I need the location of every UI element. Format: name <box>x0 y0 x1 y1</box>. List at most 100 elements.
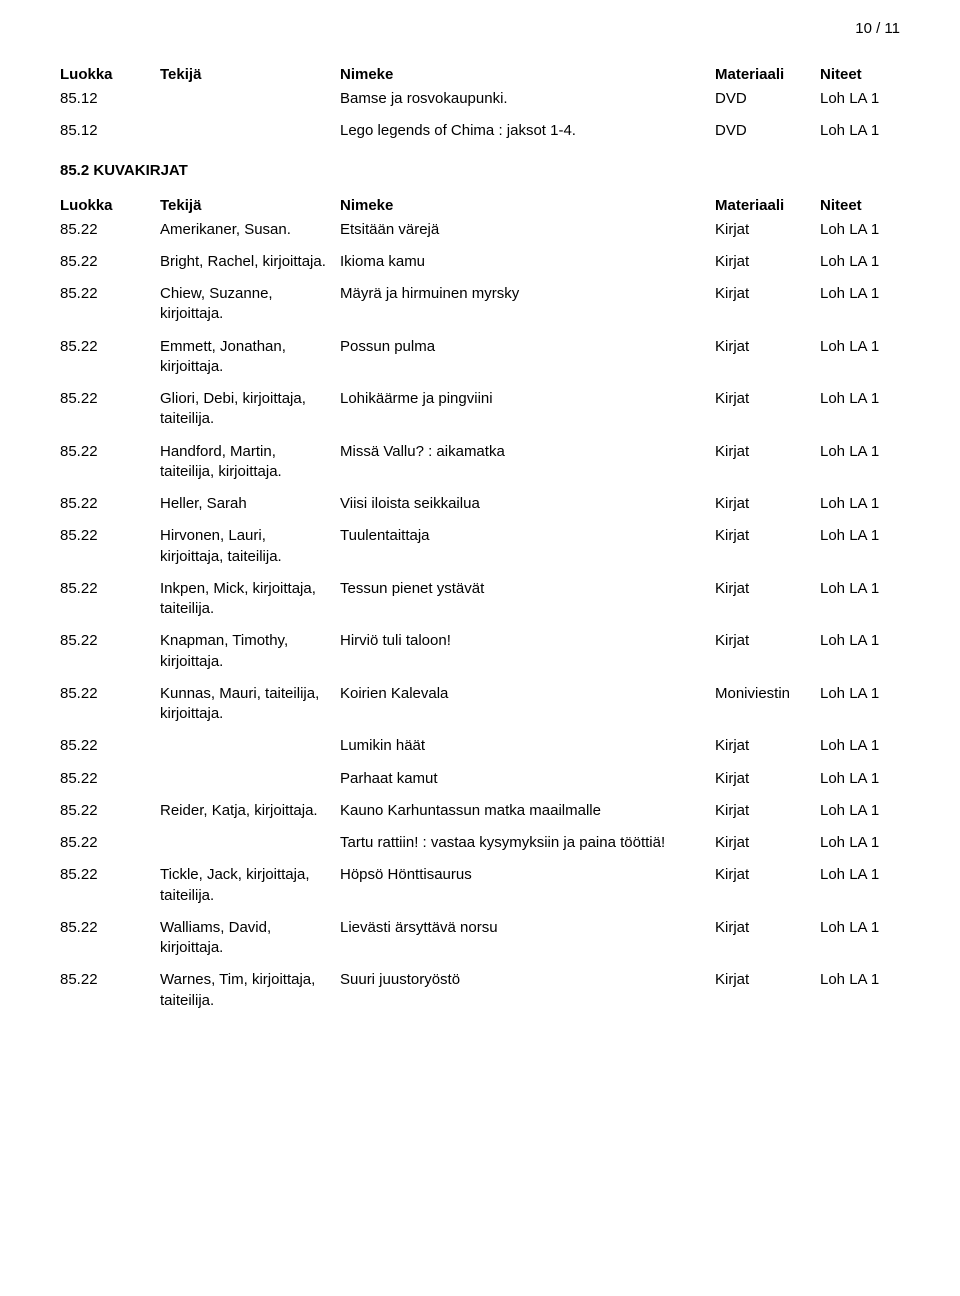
cell-tekija: Heller, Sarah <box>160 494 340 514</box>
cell-nimeke: Lievästi ärsyttävä norsu <box>340 918 715 938</box>
cell-luokka: 85.22 <box>60 736 160 756</box>
header-luokka: Luokka <box>60 197 160 214</box>
cell-luokka: 85.22 <box>60 684 160 704</box>
table-row: 85.22Reider, Katja, kirjoittaja.Kauno Ka… <box>60 801 900 821</box>
cell-tekija: Kunnas, Mauri, taiteilija, kirjoittaja. <box>160 684 340 725</box>
cell-nimeke: Höpsö Hönttisaurus <box>340 865 715 885</box>
cell-materiaali: Kirjat <box>715 389 820 409</box>
cell-luokka: 85.22 <box>60 970 160 990</box>
cell-materiaali: Moniviestin <box>715 684 820 704</box>
cell-materiaali: Kirjat <box>715 337 820 357</box>
cell-nimeke: Mäyrä ja hirmuinen myrsky <box>340 284 715 304</box>
table-row: 85.22Knapman, Timothy, kirjoittaja.Hirvi… <box>60 631 900 672</box>
table-row: 85.22Kunnas, Mauri, taiteilija, kirjoitt… <box>60 684 900 725</box>
table-row: 85.22 Tartu rattiin! : vastaa kysymyksiin… <box>60 833 900 853</box>
cell-materiaali: Kirjat <box>715 833 820 853</box>
cell-luokka: 85.22 <box>60 579 160 599</box>
table-row: 85.22 Parhaat kamutKirjatLoh LA 1 <box>60 769 900 789</box>
cell-luokka: 85.22 <box>60 833 160 853</box>
cell-nimeke: Hirviö tuli taloon! <box>340 631 715 651</box>
section1-body: 85.12Bamse ja rosvokaupunki.DVDLoh LA 18… <box>60 89 900 142</box>
cell-materiaali: Kirjat <box>715 579 820 599</box>
cell-niteet: Loh LA 1 <box>820 252 900 272</box>
cell-tekija: Reider, Katja, kirjoittaja. <box>160 801 340 821</box>
cell-tekija: Emmett, Jonathan, kirjoittaja. <box>160 337 340 378</box>
cell-tekija: Hirvonen, Lauri, kirjoittaja, taiteilija… <box>160 526 340 567</box>
cell-nimeke: Possun pulma <box>340 337 715 357</box>
table-row: 85.22Handford, Martin, taiteilija, kirjo… <box>60 442 900 483</box>
table-row: 85.22Chiew, Suzanne, kirjoittaja.Mäyrä j… <box>60 284 900 325</box>
cell-niteet: Loh LA 1 <box>820 769 900 789</box>
table-row: 85.22Amerikaner, Susan.Etsitään värejäKi… <box>60 220 900 240</box>
header-niteet: Niteet <box>820 66 900 83</box>
cell-nimeke: Tessun pienet ystävät <box>340 579 715 599</box>
cell-luokka: 85.12 <box>60 89 160 109</box>
cell-materiaali: Kirjat <box>715 220 820 240</box>
cell-niteet: Loh LA 1 <box>820 801 900 821</box>
cell-materiaali: Kirjat <box>715 918 820 938</box>
cell-nimeke: Parhaat kamut <box>340 769 715 789</box>
cell-materiaali: Kirjat <box>715 769 820 789</box>
cell-niteet: Loh LA 1 <box>820 442 900 462</box>
header-nimeke: Nimeke <box>340 66 715 83</box>
cell-tekija: Walliams, David, kirjoittaja. <box>160 918 340 959</box>
cell-nimeke: Bamse ja rosvokaupunki. <box>340 89 715 109</box>
cell-niteet: Loh LA 1 <box>820 89 900 109</box>
table-header-row: Luokka Tekijä Nimeke Materiaali Niteet <box>60 197 900 214</box>
cell-nimeke: Koirien Kalevala <box>340 684 715 704</box>
cell-luokka: 85.22 <box>60 337 160 357</box>
cell-tekija: Gliori, Debi, kirjoittaja, taiteilija. <box>160 389 340 430</box>
cell-luokka: 85.22 <box>60 284 160 304</box>
page-number: 10 / 11 <box>855 20 900 37</box>
cell-luokka: 85.22 <box>60 252 160 272</box>
cell-tekija: Inkpen, Mick, kirjoittaja, taiteilija. <box>160 579 340 620</box>
table-row: 85.22Hirvonen, Lauri, kirjoittaja, taite… <box>60 526 900 567</box>
header-niteet: Niteet <box>820 197 900 214</box>
cell-nimeke: Lohikäärme ja pingviini <box>340 389 715 409</box>
cell-materiaali: Kirjat <box>715 736 820 756</box>
cell-tekija: Amerikaner, Susan. <box>160 220 340 240</box>
cell-materiaali: Kirjat <box>715 970 820 990</box>
cell-niteet: Loh LA 1 <box>820 833 900 853</box>
cell-niteet: Loh LA 1 <box>820 631 900 651</box>
table-row: 85.12 Lego legends of Chima : jaksot 1-4.… <box>60 121 900 141</box>
section2-body: 85.22Amerikaner, Susan.Etsitään värejäKi… <box>60 220 900 1011</box>
cell-nimeke: Ikioma kamu <box>340 252 715 272</box>
cell-nimeke: Suuri juustoryöstö <box>340 970 715 990</box>
table-row: 85.22Inkpen, Mick, kirjoittaja, taiteili… <box>60 579 900 620</box>
cell-niteet: Loh LA 1 <box>820 684 900 704</box>
cell-niteet: Loh LA 1 <box>820 579 900 599</box>
cell-niteet: Loh LA 1 <box>820 337 900 357</box>
cell-nimeke: Viisi iloista seikkailua <box>340 494 715 514</box>
cell-materiaali: Kirjat <box>715 526 820 546</box>
cell-niteet: Loh LA 1 <box>820 121 900 141</box>
cell-luokka: 85.22 <box>60 865 160 885</box>
table-row: 85.22Tickle, Jack, kirjoittaja, taiteili… <box>60 865 900 906</box>
cell-niteet: Loh LA 1 <box>820 970 900 990</box>
cell-materiaali: Kirjat <box>715 252 820 272</box>
header-tekija: Tekijä <box>160 197 340 214</box>
table-row: 85.22Warnes, Tim, kirjoittaja, taiteilij… <box>60 970 900 1011</box>
header-materiaali: Materiaali <box>715 66 820 83</box>
cell-tekija: Warnes, Tim, kirjoittaja, taiteilija. <box>160 970 340 1011</box>
cell-nimeke: Lego legends of Chima : jaksot 1-4. <box>340 121 715 141</box>
section2-title: 85.2 KUVAKIRJAT <box>60 162 900 179</box>
cell-materiaali: Kirjat <box>715 442 820 462</box>
table-row: 85.12 Bamse ja rosvokaupunki.DVDLoh LA 1 <box>60 89 900 109</box>
cell-nimeke: Tartu rattiin! : vastaa kysymyksiin ja p… <box>340 833 715 853</box>
cell-luokka: 85.22 <box>60 801 160 821</box>
cell-niteet: Loh LA 1 <box>820 526 900 546</box>
header-nimeke: Nimeke <box>340 197 715 214</box>
cell-materiaali: Kirjat <box>715 631 820 651</box>
cell-luokka: 85.12 <box>60 121 160 141</box>
cell-nimeke: Tuulentaittaja <box>340 526 715 546</box>
cell-materiaali: Kirjat <box>715 865 820 885</box>
cell-niteet: Loh LA 1 <box>820 284 900 304</box>
cell-niteet: Loh LA 1 <box>820 389 900 409</box>
cell-luokka: 85.22 <box>60 220 160 240</box>
cell-luokka: 85.22 <box>60 769 160 789</box>
cell-materiaali: DVD <box>715 89 820 109</box>
cell-luokka: 85.22 <box>60 389 160 409</box>
cell-niteet: Loh LA 1 <box>820 736 900 756</box>
cell-nimeke: Kauno Karhuntassun matka maailmalle <box>340 801 715 821</box>
